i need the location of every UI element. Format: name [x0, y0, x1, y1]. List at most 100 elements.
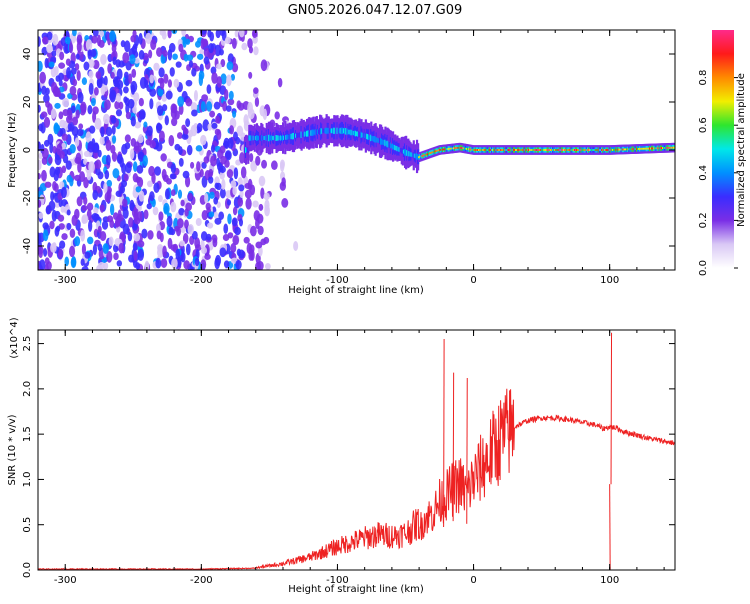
- snr-ylabel: SNR (10 * v/v): [7, 414, 18, 485]
- spectrogram-cell: [149, 98, 154, 110]
- spectrogram-cell: [179, 240, 186, 247]
- spectrogram-cell: [88, 59, 95, 68]
- spectrogram-cell: [154, 166, 162, 176]
- spectrogram-cell: [232, 185, 237, 196]
- spectrogram-cell: [170, 244, 177, 251]
- spectrogram-cell: [65, 58, 71, 66]
- spectrogram-cell: [83, 176, 89, 189]
- spectrogram-cell: [213, 211, 218, 219]
- spectrogram-cell: [159, 77, 165, 90]
- spectrogram-cell: [195, 145, 203, 152]
- spectrogram-cell: [103, 113, 110, 125]
- spectrogram-cell: [125, 111, 132, 120]
- spectrogram-cell: [158, 130, 165, 142]
- spectrogram-cell: [227, 137, 234, 149]
- spectrogram-cell: [132, 161, 138, 173]
- spectrogram-cell: [160, 258, 168, 268]
- colorbar-tick-label: 0.4: [698, 165, 709, 181]
- spectrogram-cell: [42, 36, 49, 45]
- spectrogram-cell: [115, 109, 123, 117]
- spectrogram-cell: [241, 42, 248, 51]
- spectrogram-cell: [219, 187, 226, 199]
- spectrogram-cell: [95, 71, 102, 79]
- y-tick-label: 20: [22, 96, 33, 109]
- spectrogram-cell: [147, 125, 153, 137]
- spectrogram-cell: [45, 100, 50, 108]
- snr-background: [38, 330, 675, 570]
- x-tick-label: -200: [190, 575, 213, 586]
- spectrogram-cell: [165, 90, 173, 100]
- spectrogram-cell: [137, 135, 144, 144]
- spectrogram-cell: [258, 175, 266, 187]
- spectrogram-cell: [66, 115, 73, 124]
- spectrogram-cell: [200, 30, 207, 35]
- spectrogram-cell: [38, 159, 42, 171]
- spectrogram-cell: [293, 240, 299, 251]
- spectrogram-cell: [170, 201, 177, 213]
- spectrogram-cell: [237, 197, 244, 207]
- spectrogram-cell: [110, 144, 116, 154]
- spectrogram-cell: [163, 73, 169, 84]
- colorbar: 0.0 0.2 0.4 0.6 0.8 Normalized spectral ampl…: [698, 30, 747, 276]
- x-tick-label: 100: [600, 275, 619, 286]
- spectrogram-cell: [155, 257, 162, 269]
- spectrogram-cell: [81, 77, 88, 86]
- spectrogram-cell: [87, 49, 93, 60]
- spectrogram-cell: [38, 123, 44, 132]
- spectrogram-cell: [220, 59, 226, 68]
- spectrogram-cell: [185, 118, 191, 128]
- x-tick-label: -300: [54, 575, 77, 586]
- spectrogram-cell: [87, 236, 94, 245]
- spectrogram-cell: [60, 205, 65, 213]
- spectrogram-cell: [243, 236, 250, 244]
- spectrogram-cell: [116, 213, 124, 222]
- spectrogram-cell: [162, 49, 168, 57]
- spectrogram-cell: [122, 223, 130, 235]
- spectrogram-cell: [120, 40, 126, 48]
- spectrogram-cell: [112, 168, 120, 179]
- spectrogram-cell: [190, 124, 198, 137]
- spectrogram-cell: [124, 142, 131, 150]
- x-tick-label: -100: [326, 275, 349, 286]
- spectrogram-cell: [71, 126, 79, 137]
- spectrogram-cell: [250, 184, 256, 196]
- spectrogram-cell: [226, 74, 232, 87]
- spectrogram-cell: [230, 242, 237, 254]
- spectrogram-cell: [143, 121, 148, 128]
- spectrogram-cell: [137, 248, 145, 261]
- spectrogram-cell: [158, 211, 164, 222]
- spectrogram-cell: [227, 98, 235, 106]
- snr-multiplier: (x10^4): [9, 317, 20, 358]
- snr-spike: [609, 484, 611, 570]
- spectrogram-cell: [75, 109, 80, 119]
- spectrogram-cell: [69, 245, 76, 258]
- spectrogram-cells: [38, 30, 675, 270]
- spectrogram-cell: [225, 105, 232, 112]
- spectrogram-cell: [260, 187, 265, 199]
- spectrogram-cell: [193, 89, 198, 102]
- spectrogram-cell: [80, 258, 85, 267]
- spectrogram-cell: [213, 196, 219, 205]
- spectrogram-cell: [202, 38, 208, 46]
- spectrogram-cell: [281, 198, 289, 208]
- y-tick-label: -40: [22, 238, 33, 254]
- spectrogram-cell: [129, 199, 135, 212]
- spectrogram-cell: [123, 96, 128, 104]
- spectrogram-cell: [38, 199, 42, 208]
- spectrogram-cell: [199, 48, 204, 56]
- spectrogram-cell: [162, 245, 167, 258]
- y-tick-label: 1.0: [22, 471, 33, 487]
- chart-title: GN05.2026.047.12.07.G09: [288, 3, 463, 18]
- spectrogram-cell: [57, 214, 65, 222]
- spectrogram-cell: [83, 196, 88, 206]
- spectrogram-cell: [210, 144, 216, 153]
- spectrogram-cell: [210, 155, 217, 167]
- spectrogram-cell: [56, 90, 62, 98]
- colorbar-gradient: [712, 30, 734, 268]
- spectrogram-cell: [156, 230, 162, 240]
- spectrogram-cell: [95, 159, 102, 170]
- spectrogram-cell: [228, 90, 234, 100]
- spectrogram-cell: [224, 36, 231, 45]
- spectrogram-cell: [216, 201, 221, 208]
- spectrogram-cell: [38, 232, 42, 244]
